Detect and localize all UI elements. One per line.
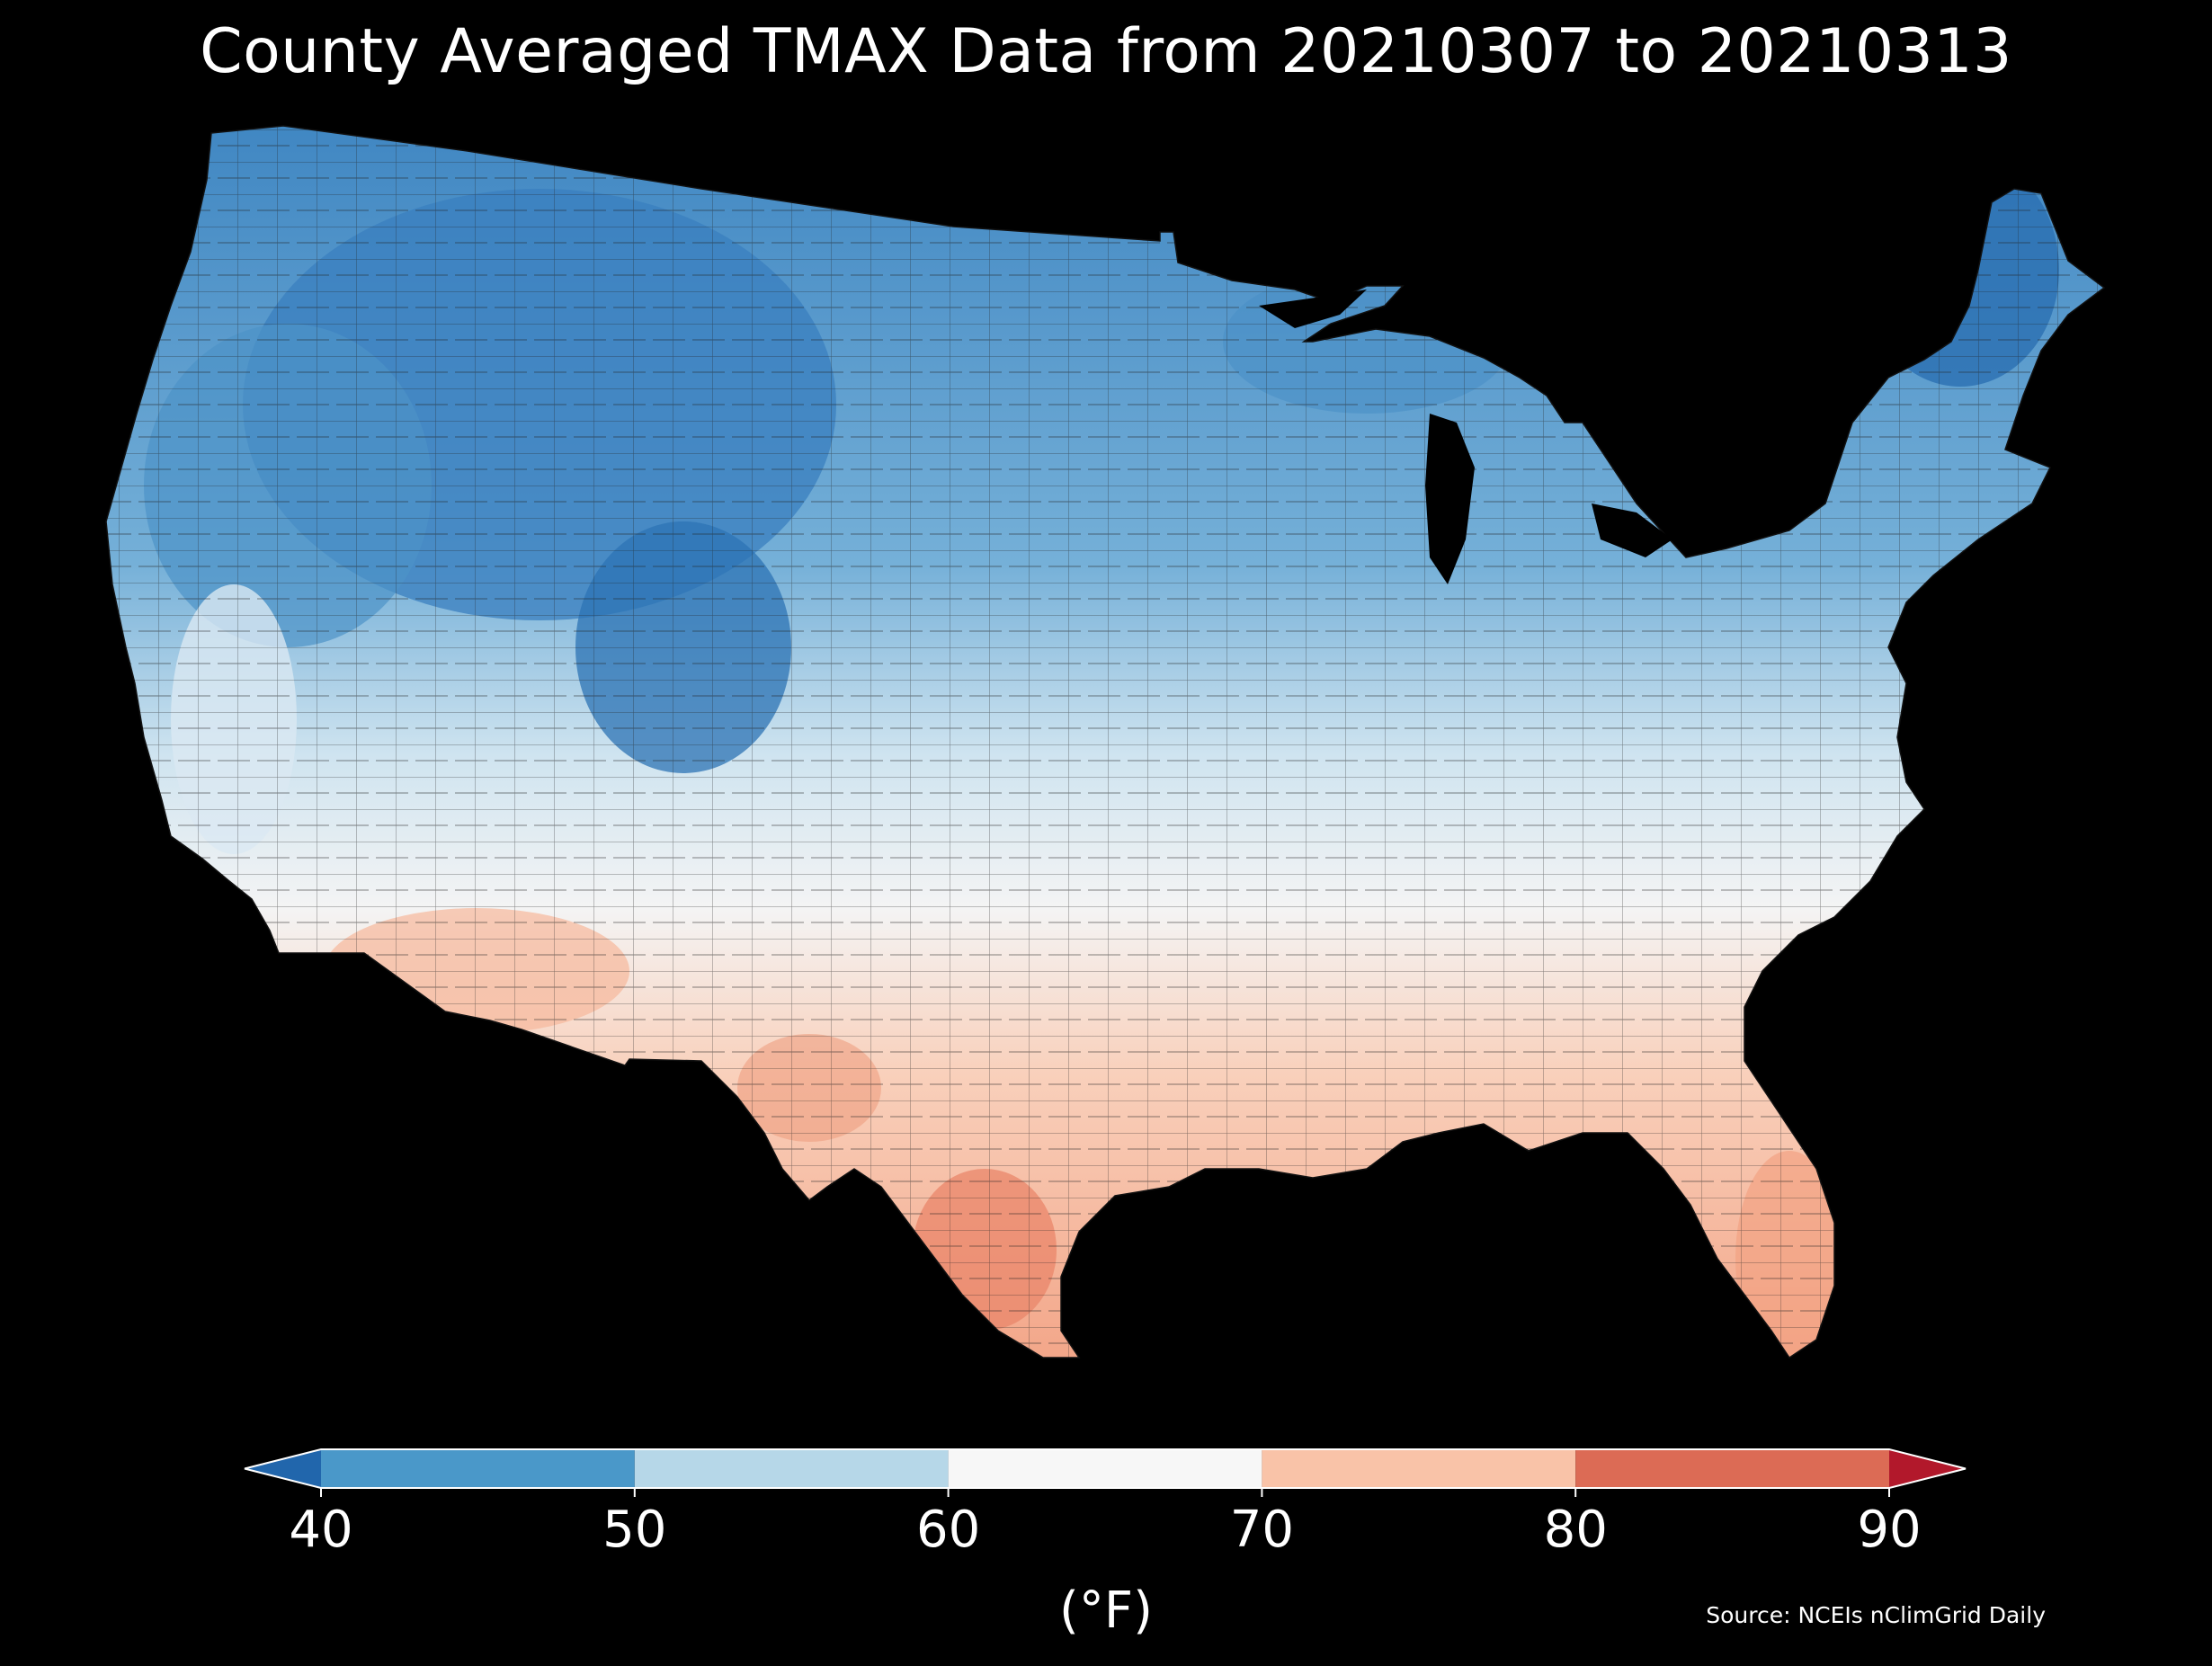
map-title: County Averaged TMAX Data from 20210307 …	[200, 16, 2012, 87]
colorbar-tick-label-5: 90	[1857, 1501, 1921, 1559]
colorbar-tick-label-4: 80	[1544, 1501, 1608, 1559]
colorbar-tick-label-0: 40	[289, 1501, 352, 1559]
lake-superior	[1259, 290, 1367, 328]
colorbar-bin-2	[948, 1449, 1262, 1488]
lake-erie	[1592, 503, 1672, 557]
colorbar-bin-0	[321, 1449, 635, 1488]
county-temperature-map	[105, 125, 2105, 1359]
colorbar-tick-label-2: 60	[916, 1501, 980, 1559]
colorbar-unit-label: (°F)	[1059, 1581, 1153, 1640]
colorbar-bin-1	[634, 1449, 949, 1488]
source-note: Source: NCEIs nClimGrid Daily	[1706, 1602, 2046, 1628]
colorbar-tick-label-3: 70	[1230, 1501, 1294, 1559]
colorbar-under-arrow	[245, 1449, 321, 1488]
colorbar-over-arrow	[1889, 1449, 1966, 1488]
colorbar-bin-3	[1262, 1449, 1576, 1488]
colorbar-tick-label-1: 50	[602, 1501, 666, 1559]
colorbar-bin-4	[1575, 1449, 1889, 1488]
lake-michigan	[1425, 414, 1475, 584]
